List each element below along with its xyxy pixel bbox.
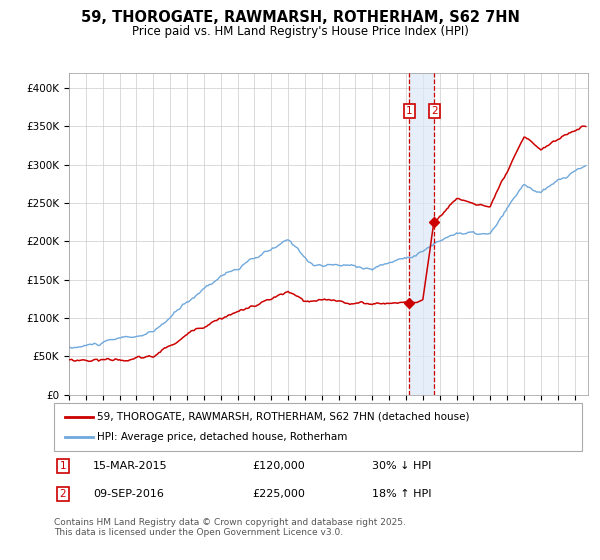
Text: 59, THOROGATE, RAWMARSH, ROTHERHAM, S62 7HN (detached house): 59, THOROGATE, RAWMARSH, ROTHERHAM, S62 … — [97, 412, 470, 422]
Text: HPI: Average price, detached house, Rotherham: HPI: Average price, detached house, Roth… — [97, 432, 347, 442]
Text: 1: 1 — [59, 461, 67, 471]
Text: 2: 2 — [59, 489, 67, 499]
Text: 2: 2 — [431, 106, 438, 116]
Text: 15-MAR-2015: 15-MAR-2015 — [93, 461, 167, 471]
Text: Contains HM Land Registry data © Crown copyright and database right 2025.
This d: Contains HM Land Registry data © Crown c… — [54, 518, 406, 538]
Text: 30% ↓ HPI: 30% ↓ HPI — [372, 461, 431, 471]
Text: 59, THOROGATE, RAWMARSH, ROTHERHAM, S62 7HN: 59, THOROGATE, RAWMARSH, ROTHERHAM, S62 … — [80, 10, 520, 25]
Bar — [409, 73, 434, 395]
Text: £225,000: £225,000 — [252, 489, 305, 499]
Text: 09-SEP-2016: 09-SEP-2016 — [93, 489, 164, 499]
Text: 1: 1 — [406, 106, 413, 116]
Text: Price paid vs. HM Land Registry's House Price Index (HPI): Price paid vs. HM Land Registry's House … — [131, 25, 469, 38]
Text: 18% ↑ HPI: 18% ↑ HPI — [372, 489, 431, 499]
Text: £120,000: £120,000 — [252, 461, 305, 471]
